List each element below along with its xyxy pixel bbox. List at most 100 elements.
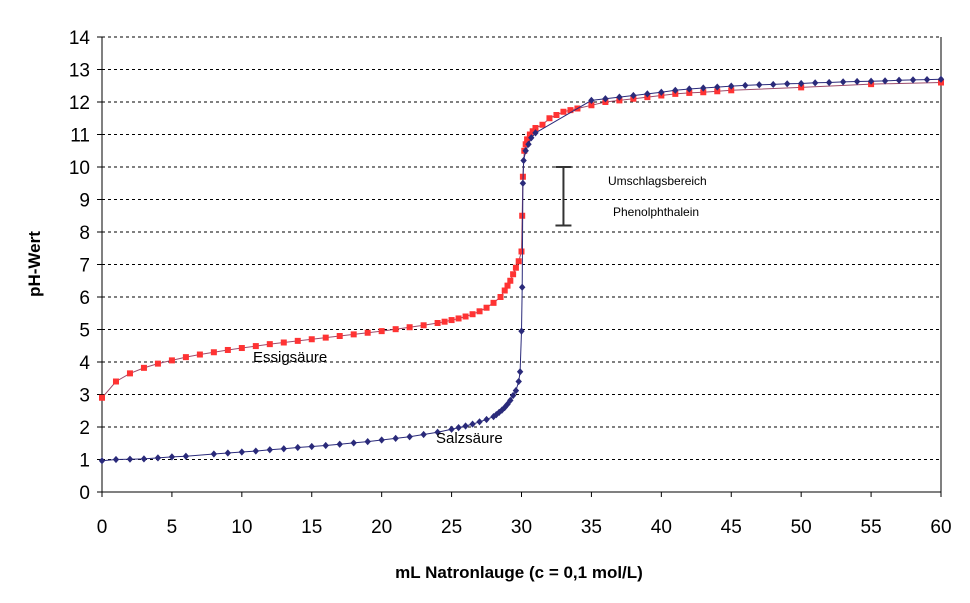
y-tick-label-13: 13: [69, 61, 90, 82]
data-point-salzsaeure: [182, 452, 190, 460]
x-tick-labels: 0 5 10 15 20 25 30 35 40 45 50 55 60: [97, 517, 952, 538]
data-point-salzsaeure: [483, 415, 490, 424]
data-point-essigsaeure: [728, 87, 735, 94]
data-point-salzsaeure: [98, 457, 106, 465]
data-point-salzsaeure: [252, 447, 260, 455]
y-tick-label-12: 12: [69, 93, 90, 114]
data-point-salzsaeure: [168, 453, 176, 461]
data-point-salzsaeure: [406, 433, 413, 441]
data-point-essigsaeure: [441, 318, 448, 325]
data-point-salzsaeure: [686, 85, 693, 93]
x-axis-title: mL Natronlauge (c = 0,1 mol/L): [395, 563, 643, 582]
data-point-salzsaeure: [490, 413, 497, 421]
data-point-essigsaeure: [588, 102, 595, 109]
data-point-salzsaeure: [742, 81, 749, 90]
indicator-range-bar: [555, 166, 572, 227]
data-point-salzsaeure: [112, 455, 120, 464]
data-point-essigsaeure: [336, 333, 343, 339]
data-point-salzsaeure: [509, 391, 517, 400]
data-point-salzsaeure: [881, 77, 889, 85]
data-point-essigsaeure: [510, 271, 517, 278]
data-point-salzsaeure: [294, 443, 301, 452]
data-point-essigsaeure: [526, 131, 533, 138]
data-point-essigsaeure: [266, 341, 273, 348]
data-point-salzsaeure: [602, 95, 609, 103]
data-point-salzsaeure: [525, 140, 532, 148]
data-point-essigsaeure: [280, 339, 287, 346]
data-point-essigsaeure: [567, 107, 574, 114]
data-point-essigsaeure: [507, 277, 514, 284]
data-point-salzsaeure: [507, 396, 514, 404]
x-tick-label-20: 20: [371, 517, 392, 538]
data-point-salzsaeure: [434, 428, 441, 436]
data-point-essigsaeure: [515, 258, 522, 265]
x-tick-label-40: 40: [651, 517, 672, 538]
data-point-essigsaeure: [252, 343, 259, 350]
y-axis-title: pH-Wert: [25, 231, 44, 297]
data-point-salzsaeure: [797, 79, 805, 88]
data-point-essigsaeure: [476, 308, 483, 315]
data-point-essigsaeure: [420, 322, 427, 329]
data-point-salzsaeure: [266, 446, 273, 454]
data-point-salzsaeure: [462, 422, 469, 430]
data-point-essigsaeure: [798, 84, 805, 91]
data-point-salzsaeure: [895, 76, 903, 84]
data-point-essigsaeure: [532, 125, 539, 131]
data-point-essigsaeure: [434, 320, 441, 326]
y-tick-label-1: 1: [79, 451, 90, 472]
data-point-essigsaeure: [448, 317, 455, 324]
data-point-salzsaeure: [853, 77, 861, 86]
y-tick-label-10: 10: [69, 158, 90, 179]
data-point-salzsaeure: [528, 134, 535, 142]
data-point-salzsaeure: [867, 77, 875, 85]
data-point-salzsaeure: [493, 411, 500, 419]
data-point-salzsaeure: [322, 441, 329, 450]
y-tick-label-4: 4: [79, 353, 90, 374]
data-point-salzsaeure: [672, 86, 679, 94]
data-point-salzsaeure: [522, 147, 529, 155]
x-tick-label-5: 5: [167, 517, 178, 538]
phenolphthalein-label: Phenolphthalein: [613, 205, 699, 219]
data-point-salzsaeure: [519, 179, 527, 187]
x-tick-label-60: 60: [930, 517, 951, 538]
data-point-salzsaeure: [378, 436, 385, 444]
y-tick-label-6: 6: [79, 288, 90, 309]
x-tick-label-50: 50: [791, 517, 812, 538]
data-point-salzsaeure: [364, 438, 371, 446]
axes: [97, 36, 942, 497]
x-tick-label-30: 30: [511, 517, 532, 538]
data-point-salzsaeure: [616, 93, 623, 101]
x-tick-label-25: 25: [441, 517, 462, 538]
data-point-essigsaeure: [196, 351, 203, 358]
data-point-salzsaeure: [937, 75, 945, 83]
umschlagsbereich-label: Umschlagsbereich: [608, 174, 707, 188]
data-point-essigsaeure: [308, 336, 315, 343]
data-point-essigsaeure: [462, 313, 469, 320]
data-point-salzsaeure: [658, 88, 665, 96]
data-point-salzsaeure: [455, 424, 462, 432]
data-point-salzsaeure: [308, 442, 315, 451]
data-point-salzsaeure: [783, 80, 791, 88]
data-point-essigsaeure: [99, 394, 105, 401]
data-point-essigsaeure: [224, 346, 231, 353]
series-salzsaeure: [98, 75, 945, 465]
y-tick-label-3: 3: [79, 386, 90, 407]
data-point-salzsaeure: [516, 368, 524, 376]
y-tick-label-9: 9: [79, 191, 90, 212]
data-point-essigsaeure: [686, 89, 693, 96]
data-point-salzsaeure: [644, 90, 651, 98]
data-point-salzsaeure: [588, 96, 595, 104]
x-tick-label-55: 55: [861, 517, 882, 538]
data-point-salzsaeure: [512, 387, 520, 395]
series-essigsaeure: [99, 79, 944, 401]
data-point-salzsaeure: [770, 80, 777, 89]
series-layer: [98, 75, 945, 465]
data-point-essigsaeure: [154, 360, 161, 367]
y-tick-label-7: 7: [79, 256, 90, 277]
data-point-salzsaeure: [420, 430, 427, 439]
y-tick-label-14: 14: [69, 28, 91, 49]
x-tick-label-45: 45: [721, 517, 742, 538]
data-point-essigsaeure: [392, 326, 399, 333]
data-point-salzsaeure: [210, 450, 218, 458]
